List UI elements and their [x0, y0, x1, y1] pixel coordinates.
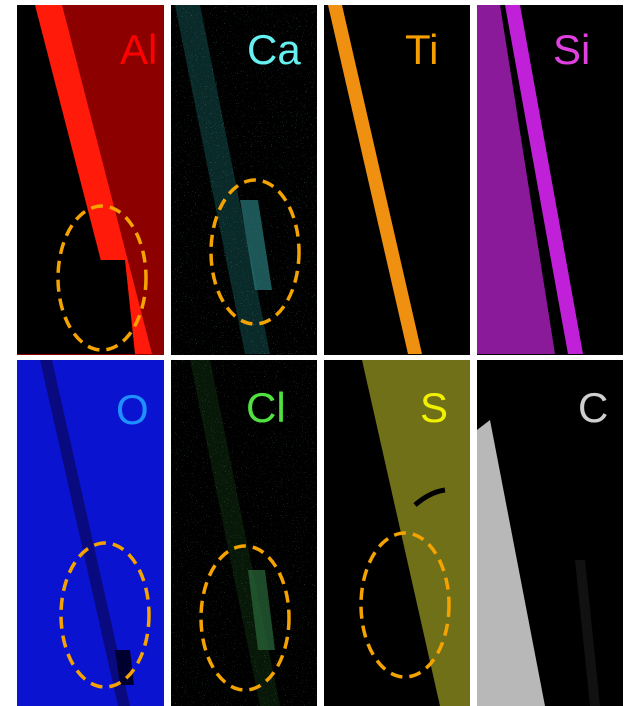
element-label: Al [120, 26, 157, 73]
element-label: C [578, 384, 608, 431]
panel-cl: Cl [171, 360, 317, 706]
panel-ca: Ca [171, 5, 317, 355]
element-map-figure: Al Ca Ti Si O Cl [0, 0, 629, 706]
panel-s: S [324, 360, 470, 706]
panel-ti: Ti [324, 5, 470, 355]
element-label: S [420, 384, 448, 431]
panel-si: Si [477, 5, 623, 355]
panel-o: O [17, 360, 164, 706]
panel-al: Al [17, 5, 164, 355]
element-label: Ca [247, 26, 301, 73]
element-label: O [116, 386, 149, 433]
panel-c: C [477, 360, 623, 706]
element-label: Ti [405, 26, 438, 73]
element-label: Si [553, 26, 590, 73]
element-label: Cl [246, 384, 286, 431]
